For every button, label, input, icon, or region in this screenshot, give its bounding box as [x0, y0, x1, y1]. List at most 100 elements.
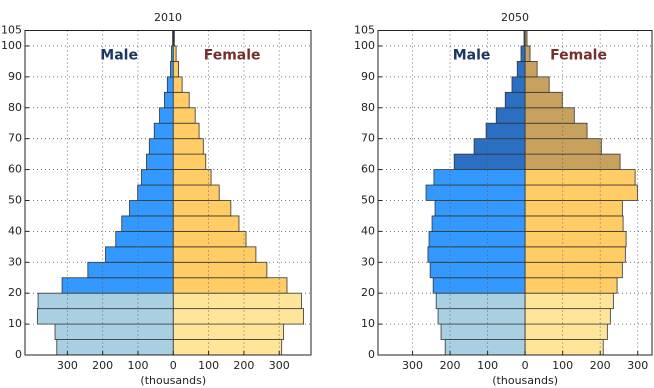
x-tick-label: 100 [198, 359, 219, 372]
y-tick-label: 0 [15, 348, 22, 361]
x-tick-label: 200 [92, 359, 113, 372]
bar [166, 76, 174, 93]
bar [429, 261, 526, 279]
bar [453, 153, 526, 170]
y-tick-label: 40 [361, 224, 375, 237]
bar [524, 76, 550, 93]
y-tick-label: 100 [354, 39, 375, 52]
x-tick-label: 0 [522, 359, 529, 372]
y-tick-label: 70 [8, 132, 22, 145]
x-tick-label: 100 [127, 359, 148, 372]
legend-label: Female [550, 48, 607, 64]
bar [54, 323, 174, 340]
y-tick-label: 10 [361, 317, 375, 330]
bar [524, 61, 538, 78]
legend-label: Female [204, 48, 261, 64]
y-tick-label: 10 [8, 317, 22, 330]
panel-title: 2010 [154, 11, 182, 24]
y-tick-label: 20 [361, 286, 375, 299]
bar [524, 339, 604, 356]
bar [146, 153, 174, 170]
y-tick-label: 50 [8, 193, 22, 206]
bar [524, 122, 588, 140]
bar [444, 339, 526, 356]
bar [172, 323, 284, 340]
panel-title: 2050 [501, 11, 529, 24]
y-tick-label: 80 [361, 101, 375, 114]
bar [433, 169, 526, 186]
bar [172, 45, 177, 62]
bar [172, 138, 204, 155]
bar [524, 292, 614, 310]
bar [172, 30, 175, 47]
bar [431, 215, 526, 232]
bar [172, 107, 196, 124]
bar [504, 91, 526, 109]
bar [137, 184, 174, 201]
bar [524, 153, 621, 170]
bar [153, 122, 174, 140]
bar [432, 277, 526, 294]
bar [115, 230, 174, 248]
bar [121, 215, 174, 232]
y-tick-label: 30 [361, 255, 375, 268]
y-tick-label: 105 [354, 24, 375, 37]
y-tick-label: 30 [8, 255, 22, 268]
bar [524, 184, 638, 201]
x-tick-label: 200 [233, 359, 254, 372]
plot-frame [377, 30, 653, 356]
x-tick-label: 200 [590, 359, 611, 372]
bar [37, 292, 174, 310]
bar [172, 153, 207, 170]
x-tick-label: 300 [402, 359, 423, 372]
bar [141, 169, 174, 186]
bar [485, 122, 526, 140]
y-tick-label: 50 [361, 193, 375, 206]
x-tick-label: 100 [477, 359, 498, 372]
bar [435, 292, 526, 310]
bar [425, 184, 526, 201]
bar [172, 91, 190, 109]
y-tick-label: 100 [1, 39, 22, 52]
bar [495, 107, 526, 124]
bar [524, 30, 528, 47]
y-tick-label: 0 [368, 348, 375, 361]
y-tick-label: 60 [361, 163, 375, 176]
bar [524, 107, 575, 124]
bar [61, 277, 174, 294]
bar [159, 107, 174, 124]
bar [172, 339, 283, 356]
bar [524, 230, 627, 248]
bar [516, 61, 526, 78]
bar [473, 138, 526, 155]
x-axis-label: (thousands) [492, 374, 558, 387]
bar [524, 215, 624, 232]
bar [511, 76, 526, 93]
bar [172, 184, 220, 201]
x-axis-label: (thousands) [140, 374, 206, 387]
y-tick-label: 40 [8, 224, 22, 237]
bar [172, 169, 212, 186]
legend-label: Male [453, 48, 491, 64]
bar [172, 200, 232, 217]
y-tick-label: 70 [361, 132, 375, 145]
y-tick-label: 80 [8, 101, 22, 114]
bar [148, 138, 174, 155]
bar [172, 292, 302, 310]
bar [524, 277, 618, 294]
bar [164, 91, 174, 109]
bar [524, 45, 531, 62]
bar [129, 200, 174, 217]
bar [524, 261, 623, 279]
bar [440, 323, 526, 340]
y-tick-label: 90 [8, 70, 22, 83]
bar [524, 169, 636, 186]
bar [172, 261, 268, 279]
bar [56, 339, 174, 356]
bar [87, 261, 174, 279]
x-tick-label: 100 [552, 359, 573, 372]
y-tick-label: 90 [361, 70, 375, 83]
bar [524, 138, 602, 155]
bar [172, 277, 288, 294]
